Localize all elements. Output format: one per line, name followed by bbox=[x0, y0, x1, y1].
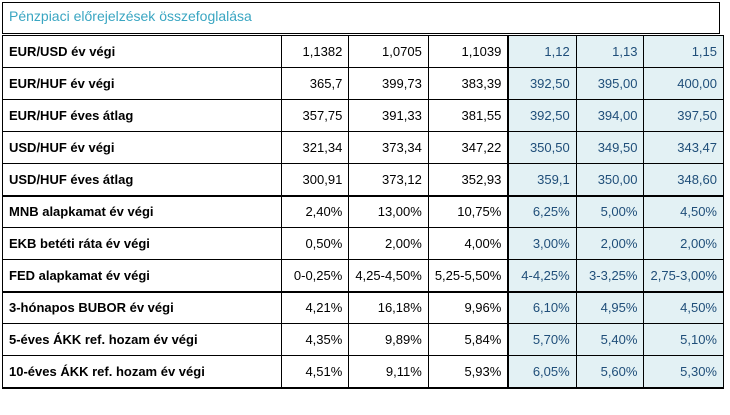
historical-value-cell: 4,51% bbox=[282, 356, 349, 388]
forecast-value-cell: 5,30% bbox=[644, 356, 724, 388]
historical-value-cell: 300,91 bbox=[282, 164, 349, 196]
forecast-value-cell: 5,10% bbox=[644, 324, 724, 356]
forecast-value-cell: 2,75-3,00% bbox=[644, 260, 724, 292]
historical-value-cell: 1,0705 bbox=[349, 36, 429, 68]
forecast-value-cell: 2,00% bbox=[644, 228, 724, 260]
forecast-value-cell: 4,95% bbox=[576, 292, 644, 324]
table-row: EKB betéti ráta év végi 0,50% 2,00% 4,00% 3,… bbox=[3, 228, 724, 260]
forecast-value-cell: 400,00 bbox=[644, 68, 724, 100]
historical-value-cell: 2,40% bbox=[282, 196, 349, 228]
historical-value-cell: 1,1382 bbox=[282, 36, 349, 68]
historical-value-cell: 9,96% bbox=[428, 292, 508, 324]
row-label: USD/HUF éves átlag bbox=[3, 164, 282, 196]
historical-value-cell: 373,12 bbox=[349, 164, 429, 196]
forecast-value-cell: 4-4,25% bbox=[508, 260, 576, 292]
forecast-value-cell: 5,60% bbox=[576, 356, 644, 388]
forecast-table: EUR/USD év végi 1,1382 1,0705 1,1039 1,12 1,1… bbox=[2, 35, 724, 389]
forecast-value-cell: 395,00 bbox=[576, 68, 644, 100]
forecast-value-cell: 348,60 bbox=[644, 164, 724, 196]
forecast-value-cell: 397,50 bbox=[644, 100, 724, 132]
table-row: 5-éves ÁKK ref. hozam év végi 4,35% 9,89% 5… bbox=[3, 324, 724, 356]
table-row: MNB alapkamat év végi 2,40% 13,00% 10,75% 6,… bbox=[3, 196, 724, 228]
row-label: EUR/HUF év végi bbox=[3, 68, 282, 100]
table-row: EUR/HUF éves átlag 357,75 391,33 381,55 392,… bbox=[3, 100, 724, 132]
forecast-value-cell: 1,13 bbox=[576, 36, 644, 68]
forecast-value-cell: 343,47 bbox=[644, 132, 724, 164]
forecast-value-cell: 6,10% bbox=[508, 292, 576, 324]
historical-value-cell: 357,75 bbox=[282, 100, 349, 132]
table-row: EUR/HUF év végi 365,7 399,73 383,39 392,50 39… bbox=[3, 68, 724, 100]
historical-value-cell: 347,22 bbox=[428, 132, 508, 164]
historical-value-cell: 0-0,25% bbox=[282, 260, 349, 292]
historical-value-cell: 5,93% bbox=[428, 356, 508, 388]
forecast-value-cell: 350,00 bbox=[576, 164, 644, 196]
table-row: FED alapkamat év végi 0-0,25% 4,25-4,50% 5,… bbox=[3, 260, 724, 292]
row-label: EUR/USD év végi bbox=[3, 36, 282, 68]
historical-value-cell: 9,11% bbox=[349, 356, 429, 388]
row-label: FED alapkamat év végi bbox=[3, 260, 282, 292]
row-label: 3-hónapos BUBOR év végi bbox=[3, 292, 282, 324]
forecast-value-cell: 3,00% bbox=[508, 228, 576, 260]
table-row: 3-hónapos BUBOR év végi 4,21% 16,18% 9,96% 6… bbox=[3, 292, 724, 324]
table-row: 10-éves ÁKK ref. hozam év végi 4,51% 9,11%… bbox=[3, 356, 724, 388]
table-row: EUR/USD év végi 1,1382 1,0705 1,1039 1,12 1,1… bbox=[3, 36, 724, 68]
historical-value-cell: 9,89% bbox=[349, 324, 429, 356]
table-row: USD/HUF éves átlag 300,91 373,12 352,93 359,… bbox=[3, 164, 724, 196]
row-label: EUR/HUF éves átlag bbox=[3, 100, 282, 132]
forecast-value-cell: 1,12 bbox=[508, 36, 576, 68]
historical-value-cell: 365,7 bbox=[282, 68, 349, 100]
historical-value-cell: 2,00% bbox=[349, 228, 429, 260]
forecast-value-cell: 359,1 bbox=[508, 164, 576, 196]
forecast-summary: Pénzpiaci előrejelzések összefoglalása E… bbox=[2, 2, 724, 412]
historical-value-cell: 16,18% bbox=[349, 292, 429, 324]
forecast-value-cell: 392,50 bbox=[508, 100, 576, 132]
forecast-value-cell: 4,50% bbox=[644, 292, 724, 324]
row-label: 10-éves ÁKK ref. hozam év végi bbox=[3, 356, 282, 388]
row-label: USD/HUF év végi bbox=[3, 132, 282, 164]
historical-value-cell: 13,00% bbox=[349, 196, 429, 228]
historical-value-cell: 391,33 bbox=[349, 100, 429, 132]
historical-value-cell: 0,50% bbox=[282, 228, 349, 260]
forecast-value-cell: 2,00% bbox=[576, 228, 644, 260]
forecast-value-cell: 350,50 bbox=[508, 132, 576, 164]
forecast-value-cell: 392,50 bbox=[508, 68, 576, 100]
forecast-value-cell: 394,00 bbox=[576, 100, 644, 132]
historical-value-cell: 4,25-4,50% bbox=[349, 260, 429, 292]
row-label: 5-éves ÁKK ref. hozam év végi bbox=[3, 324, 282, 356]
historical-value-cell: 399,73 bbox=[349, 68, 429, 100]
historical-value-cell: 321,34 bbox=[282, 132, 349, 164]
row-label: MNB alapkamat év végi bbox=[3, 196, 282, 228]
row-label: EKB betéti ráta év végi bbox=[3, 228, 282, 260]
historical-value-cell: 5,84% bbox=[428, 324, 508, 356]
forecast-value-cell: 5,00% bbox=[576, 196, 644, 228]
forecast-value-cell: 1,15 bbox=[644, 36, 724, 68]
forecast-value-cell: 4,50% bbox=[644, 196, 724, 228]
forecast-value-cell: 6,05% bbox=[508, 356, 576, 388]
forecast-value-cell: 5,40% bbox=[576, 324, 644, 356]
historical-value-cell: 1,1039 bbox=[428, 36, 508, 68]
historical-value-cell: 4,35% bbox=[282, 324, 349, 356]
historical-value-cell: 352,93 bbox=[428, 164, 508, 196]
forecast-value-cell: 3-3,25% bbox=[576, 260, 644, 292]
historical-value-cell: 4,00% bbox=[428, 228, 508, 260]
table-row: USD/HUF év végi 321,34 373,34 347,22 350,50 3… bbox=[3, 132, 724, 164]
historical-value-cell: 10,75% bbox=[428, 196, 508, 228]
historical-value-cell: 381,55 bbox=[428, 100, 508, 132]
historical-value-cell: 383,39 bbox=[428, 68, 508, 100]
historical-value-cell: 373,34 bbox=[349, 132, 429, 164]
forecast-value-cell: 5,70% bbox=[508, 324, 576, 356]
forecast-value-cell: 349,50 bbox=[576, 132, 644, 164]
historical-value-cell: 4,21% bbox=[282, 292, 349, 324]
historical-value-cell: 5,25-5,50% bbox=[428, 260, 508, 292]
table-title: Pénzpiaci előrejelzések összefoglalása bbox=[2, 2, 720, 34]
forecast-value-cell: 6,25% bbox=[508, 196, 576, 228]
table-body: EUR/USD év végi 1,1382 1,0705 1,1039 1,12 1,1… bbox=[3, 36, 724, 388]
